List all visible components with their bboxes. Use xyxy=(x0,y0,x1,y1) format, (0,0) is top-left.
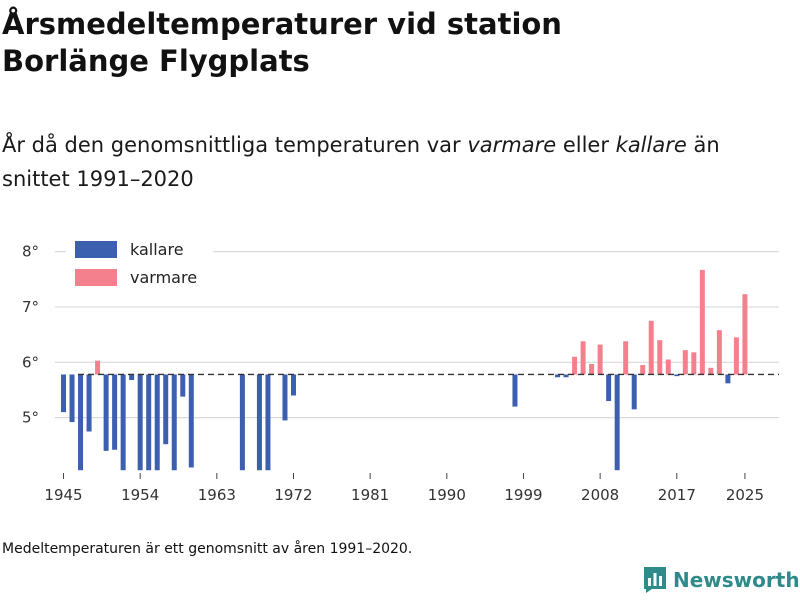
bar-1951 xyxy=(112,374,118,450)
bar-2014 xyxy=(648,320,654,375)
brand-name: Newsworthy xyxy=(673,568,800,592)
chart-subtitle: År då den genomsnittliga temperaturen va… xyxy=(2,128,782,196)
bar-2006 xyxy=(580,341,586,375)
temperature-chart: 5° 6° 7° 8° 1945 1954 1963 1972 1981 1990 1999 2008… xyxy=(22,235,779,504)
x-tick-label-1972: 1972 xyxy=(274,486,312,504)
bar-1998 xyxy=(512,374,518,407)
legend-label-varmare: varmare xyxy=(130,268,197,287)
y-tick-label-6: 6° xyxy=(22,353,39,371)
bar-2025 xyxy=(742,294,748,375)
bar-1971 xyxy=(282,374,288,421)
y-tick-label-8: 8° xyxy=(22,243,39,261)
subtitle-text-end: än snittet 1991–2020 xyxy=(2,133,720,191)
bar-1959 xyxy=(180,374,186,397)
bar-1968 xyxy=(256,374,262,471)
x-tick-label-1963: 1963 xyxy=(198,486,236,504)
subtitle-warmer-word: varmare xyxy=(467,133,557,157)
bar-1954 xyxy=(137,374,143,471)
legend-swatch-varmare xyxy=(75,269,117,286)
bar-1972 xyxy=(290,374,296,396)
bar-2011 xyxy=(623,341,629,375)
bar-1947 xyxy=(78,374,84,471)
bar-2012 xyxy=(631,374,637,410)
bar-2021 xyxy=(708,367,714,375)
bar-1945 xyxy=(61,374,67,413)
chart-title-line-2: Borlänge Flygplats xyxy=(2,44,310,78)
bar-2005 xyxy=(572,356,578,375)
x-tick-label-1954: 1954 xyxy=(121,486,159,504)
legend-label-kallare: kallare xyxy=(130,240,184,259)
bar-1946 xyxy=(69,374,75,423)
x-tick-label-2025: 2025 xyxy=(726,486,764,504)
bar-1958 xyxy=(171,374,177,471)
bar-2018 xyxy=(682,350,688,375)
x-tick-label-1945: 1945 xyxy=(44,486,82,504)
bar-2016 xyxy=(665,359,671,375)
x-tick-label-1999: 1999 xyxy=(504,486,542,504)
bar-2019 xyxy=(691,352,697,375)
bar-2009 xyxy=(606,374,612,402)
bar-1948 xyxy=(86,374,92,432)
newsworthy-brand[interactable]: Newsworthy xyxy=(643,566,800,594)
bar-2020 xyxy=(699,269,705,375)
bar-1957 xyxy=(163,374,169,445)
bar-2015 xyxy=(657,340,663,375)
bar-2008 xyxy=(597,344,603,375)
bar-2010 xyxy=(614,374,620,471)
bar-2023 xyxy=(725,374,731,384)
bar-1966 xyxy=(239,374,245,471)
bar-2007 xyxy=(589,363,595,375)
chart-title-line-1: Årsmedeltemperaturer vid station xyxy=(2,7,562,41)
bar-2013 xyxy=(640,365,646,375)
y-tick-label-5: 5° xyxy=(22,409,39,427)
bar-1956 xyxy=(154,374,160,471)
bar-1960 xyxy=(188,374,194,468)
legend-swatch-kallare xyxy=(75,241,117,258)
bar-1952 xyxy=(120,374,126,471)
x-tick-label-2017: 2017 xyxy=(658,486,696,504)
bar-1969 xyxy=(265,374,271,471)
y-tick-label-7: 7° xyxy=(22,298,39,316)
chart-title: Årsmedeltemperaturer vid station Borläng… xyxy=(2,6,782,80)
bar-2024 xyxy=(733,337,739,375)
bar-1953 xyxy=(129,374,135,381)
subtitle-colder-word: kallare xyxy=(615,133,687,157)
x-tick-label-1981: 1981 xyxy=(351,486,389,504)
bar-2022 xyxy=(716,330,722,375)
bar-1949 xyxy=(95,360,101,375)
subtitle-text-start: År då den genomsnittliga temperaturen va… xyxy=(2,133,468,157)
bar-2004 xyxy=(563,374,569,378)
x-tick-label-2008: 2008 xyxy=(581,486,619,504)
bar-1950 xyxy=(103,374,109,451)
subtitle-text-middle: eller xyxy=(556,133,616,157)
footnote: Medeltemperaturen är ett genomsnitt av å… xyxy=(2,541,413,557)
bar-2003 xyxy=(555,374,561,378)
bar-chart-logo-icon xyxy=(644,567,666,593)
bar-1955 xyxy=(146,374,152,471)
bar-2017 xyxy=(674,374,680,377)
x-tick-label-1990: 1990 xyxy=(428,486,466,504)
